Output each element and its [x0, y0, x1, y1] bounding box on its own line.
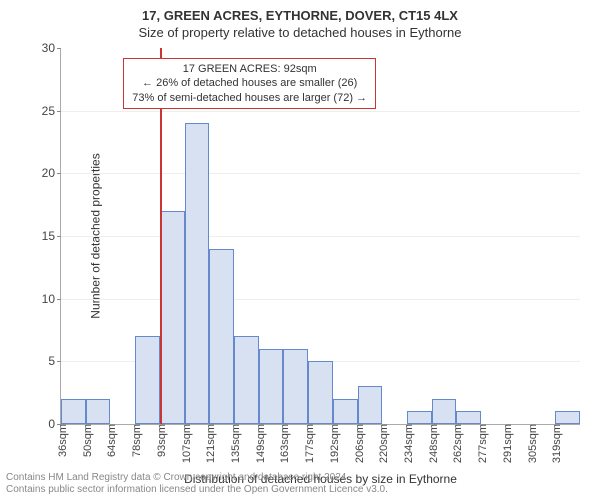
x-tick-label: 234sqm — [399, 424, 415, 463]
y-tick-label: 15 — [42, 229, 61, 243]
annotation-line-2: ← 26% of detached houses are smaller (26… — [132, 76, 367, 90]
page-title: 17, GREEN ACRES, EYTHORNE, DOVER, CT15 4… — [0, 0, 600, 23]
x-tick-label: 107sqm — [177, 424, 193, 463]
histogram-chart: Number of detached properties Distributi… — [60, 48, 580, 425]
grid-line — [61, 111, 580, 112]
page-subtitle: Size of property relative to detached ho… — [0, 23, 600, 40]
histogram-bar — [283, 349, 308, 424]
x-tick-label: 149sqm — [251, 424, 267, 463]
x-tick-label: 220sqm — [374, 424, 390, 463]
x-tick-label: 163sqm — [275, 424, 291, 463]
histogram-bar — [555, 411, 580, 424]
histogram-bar — [432, 399, 457, 424]
y-tick-label: 5 — [48, 354, 61, 368]
x-tick-label: 93sqm — [152, 424, 168, 457]
histogram-bar — [358, 386, 383, 424]
x-tick-label: 262sqm — [448, 424, 464, 463]
x-tick-label: 121sqm — [201, 424, 217, 463]
histogram-bar — [407, 411, 432, 424]
x-tick-label: 177sqm — [300, 424, 316, 463]
histogram-bar — [209, 249, 234, 424]
histogram-bar — [61, 399, 86, 424]
x-tick-label: 135sqm — [226, 424, 242, 463]
x-tick-label: 248sqm — [424, 424, 440, 463]
histogram-bar — [333, 399, 358, 424]
x-tick-label: 50sqm — [78, 424, 94, 457]
x-tick-label: 277sqm — [473, 424, 489, 463]
x-tick-label: 206sqm — [350, 424, 366, 463]
x-tick-label: 36sqm — [53, 424, 69, 457]
x-tick-label: 64sqm — [102, 424, 118, 457]
footer-line-2: Contains public sector information licen… — [6, 484, 586, 496]
x-tick-label: 78sqm — [127, 424, 143, 457]
x-tick-label: 291sqm — [498, 424, 514, 463]
histogram-bar — [86, 399, 111, 424]
grid-line — [61, 299, 580, 300]
y-tick-label: 30 — [42, 41, 61, 55]
grid-line — [61, 236, 580, 237]
histogram-bar — [259, 349, 284, 424]
y-tick-label: 25 — [42, 104, 61, 118]
histogram-bar — [135, 336, 160, 424]
histogram-bar — [456, 411, 481, 424]
annotation-line-3: 73% of semi-detached houses are larger (… — [132, 91, 367, 105]
annotation-line-1: 17 GREEN ACRES: 92sqm — [132, 62, 367, 76]
x-tick-label: 305sqm — [523, 424, 539, 463]
grid-line — [61, 173, 580, 174]
histogram-bar — [185, 123, 210, 424]
footer-attribution: Contains HM Land Registry data © Crown c… — [6, 472, 586, 496]
x-tick-label: 192sqm — [325, 424, 341, 463]
histogram-bar — [160, 211, 185, 424]
histogram-bar — [234, 336, 259, 424]
y-tick-label: 20 — [42, 166, 61, 180]
histogram-bar — [308, 361, 333, 424]
y-tick-label: 10 — [42, 292, 61, 306]
annotation-box: 17 GREEN ACRES: 92sqm← 26% of detached h… — [123, 58, 376, 109]
footer-line-1: Contains HM Land Registry data © Crown c… — [6, 472, 586, 484]
x-tick-label: 319sqm — [547, 424, 563, 463]
